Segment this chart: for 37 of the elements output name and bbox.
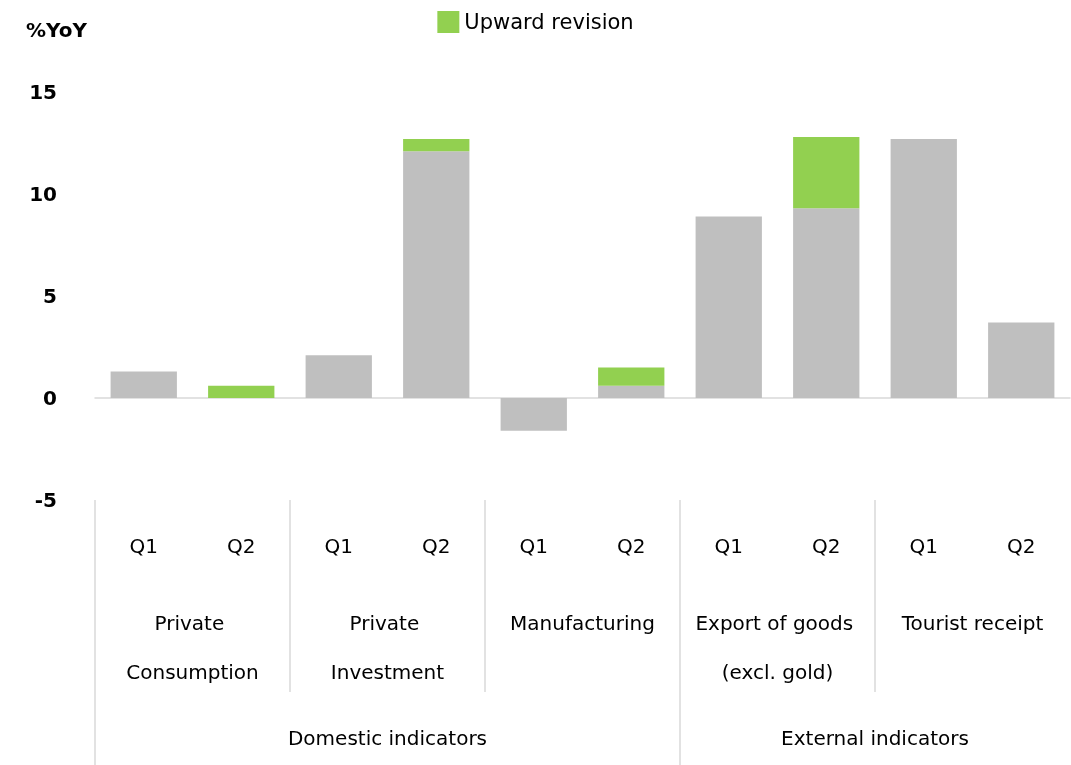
bar: [793, 208, 860, 398]
text: Private Consumption: [126, 610, 259, 684]
bar: [890, 138, 957, 398]
text: Domestic indicators: [287, 726, 488, 750]
y-tick-label: 15: [29, 80, 57, 104]
x-tick-label: Q2: [617, 534, 646, 558]
x-tick-label: Q2: [812, 534, 841, 558]
y-axis-title: %YoY: [26, 18, 88, 42]
y-tick-label: -5: [34, 488, 57, 512]
bar: [793, 136, 860, 209]
text: External indicators: [781, 726, 969, 750]
y-tick-label: 5: [43, 284, 57, 308]
bar: [110, 371, 177, 398]
y-tick-label: 0: [43, 386, 57, 410]
text: Tourist receipt: [900, 610, 1044, 635]
x-tick-label: Q1: [909, 534, 938, 558]
x-tick-label: Q1: [129, 534, 158, 558]
bar: [403, 151, 470, 398]
text: Private Investment: [330, 610, 445, 684]
bar: [500, 398, 567, 431]
x-tick-label: Q2: [227, 534, 256, 558]
bar: [598, 385, 665, 398]
text: Export of goods (excl. gold): [695, 610, 854, 684]
bar: [988, 322, 1055, 398]
legend-label: Upward revision: [464, 10, 634, 34]
x-tick-label: Q1: [519, 534, 548, 558]
bar: [208, 385, 275, 398]
bar: [598, 367, 665, 386]
bar: [695, 216, 762, 398]
text: Manufacturing: [510, 610, 655, 635]
bar: [403, 138, 470, 152]
x-tick-label: Q1: [324, 534, 353, 558]
x-tick-label: Q2: [1007, 534, 1036, 558]
x-tick-label: Q1: [714, 534, 743, 558]
y-tick-label: 10: [29, 182, 57, 206]
x-tick-label: Q2: [422, 534, 451, 558]
bar: [305, 355, 372, 398]
